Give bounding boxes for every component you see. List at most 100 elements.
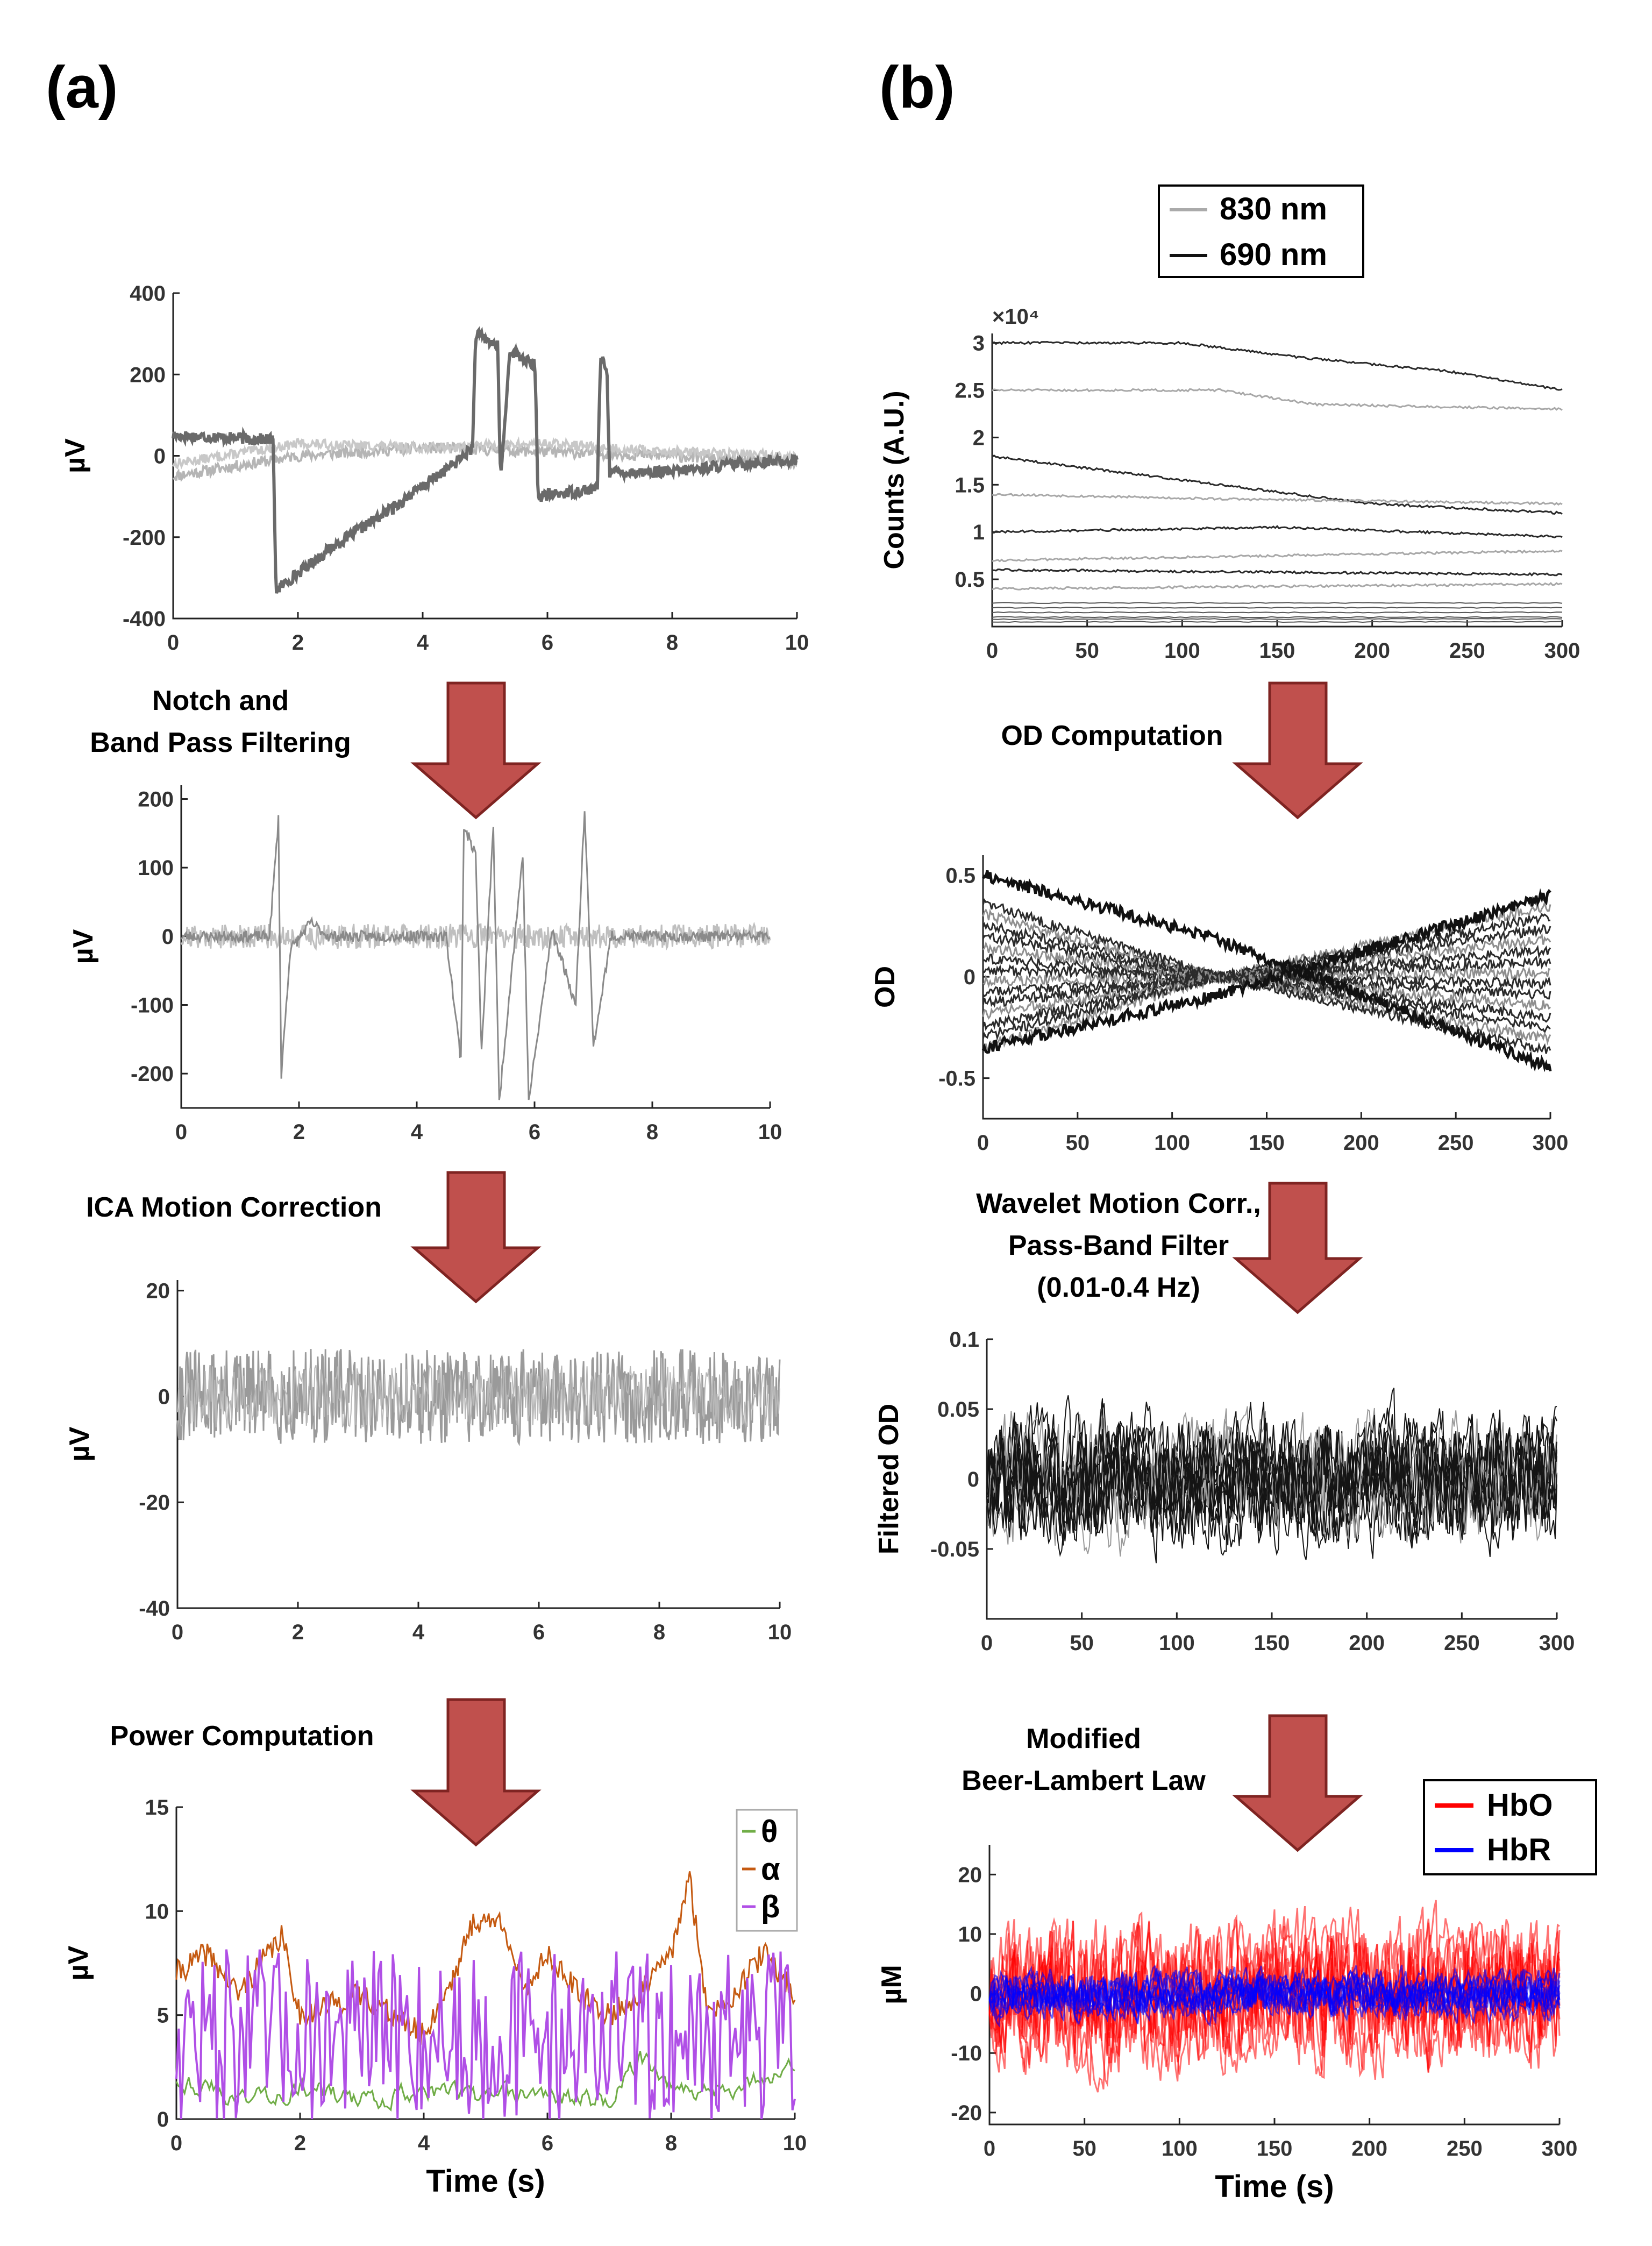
series-line xyxy=(982,898,1551,1054)
step-bandpass-label: Band Pass Filtering xyxy=(90,727,351,758)
y-tick-label: 5 xyxy=(157,2004,169,2028)
x-tick-label: 0 xyxy=(981,1631,993,1655)
arrow-nirs-od xyxy=(1232,681,1363,820)
step-od-label: OD Computation xyxy=(1001,720,1223,751)
x-tick-label: 300 xyxy=(1539,1631,1575,1655)
y-tick-label: 0 xyxy=(154,445,166,468)
series-line xyxy=(992,549,1563,563)
y-axis-label: µV xyxy=(63,1945,94,1980)
x-tick-label: 300 xyxy=(1544,639,1580,663)
series-line xyxy=(992,611,1563,614)
chart-eeg-ica: 0 2 4 6 8 10 -40 -20 0 20 µV xyxy=(64,1280,792,1644)
series-line xyxy=(992,621,1563,623)
arrows xyxy=(410,681,1363,1852)
legend-alpha: α xyxy=(761,1852,780,1887)
x-tick-label: 0 xyxy=(167,631,179,655)
series-line xyxy=(982,954,1551,1001)
y-tick-label: 3 xyxy=(973,332,985,356)
legend-power-bands: θ α β xyxy=(736,1809,798,1932)
x-tick-label: 150 xyxy=(1254,1631,1290,1655)
series-line xyxy=(981,888,1551,1054)
y-tick-label: 20 xyxy=(958,1863,982,1887)
y-tick-label: 0.05 xyxy=(937,1398,979,1421)
x-tick-label: 100 xyxy=(1164,639,1200,663)
series-line xyxy=(988,1916,1560,2073)
x-tick-label: 200 xyxy=(1349,1631,1385,1655)
panel-b-label: (b) xyxy=(879,54,955,120)
x-tick-label: 4 xyxy=(412,1620,425,1644)
y-tick-label: -200 xyxy=(131,1062,174,1086)
series-line xyxy=(982,955,1551,998)
legend-830nm: 830 nm xyxy=(1220,191,1327,226)
y-tick-label: -10 xyxy=(951,2042,982,2065)
x-tick-label: 250 xyxy=(1438,1131,1474,1155)
series-line xyxy=(992,581,1563,591)
y-tick-label: 10 xyxy=(145,1900,169,1923)
series-line xyxy=(180,811,771,1100)
legend-690nm: 690 nm xyxy=(1220,237,1327,272)
x-tick-label: 10 xyxy=(783,2131,807,2155)
y-tick-label: 0 xyxy=(970,1982,982,2006)
y-tick-label: 0.5 xyxy=(945,864,975,888)
y-axis-label: µV xyxy=(68,929,99,964)
x-tick-label: 200 xyxy=(1343,1131,1379,1155)
series-line xyxy=(982,870,1552,1072)
series-line xyxy=(986,1408,1557,1557)
axis-lines xyxy=(176,1280,780,1609)
arrow-eeg-ica xyxy=(410,1171,542,1304)
x-tick-label: 2 xyxy=(293,1120,305,1144)
x-tick-label: 4 xyxy=(417,631,429,655)
x-tick-label: 0 xyxy=(977,1131,989,1155)
x-tick-label: 8 xyxy=(653,1620,665,1644)
y-tick-label: 400 xyxy=(130,282,166,305)
legend-wavelength: 830 nm 690 nm xyxy=(1158,184,1364,278)
series-line xyxy=(982,966,1551,989)
y-multiplier-label: ×10⁴ xyxy=(992,305,1039,329)
x-tick-label: 250 xyxy=(1447,2137,1483,2160)
chart-eeg-power: 0 2 4 6 8 10 0 5 10 15 µV Time (s) xyxy=(63,1796,807,2199)
x-tick-label: 50 xyxy=(1072,2137,1096,2160)
step-wavelet-label: Wavelet Motion Corr., xyxy=(976,1188,1261,1219)
x-tick-label: 200 xyxy=(1351,2137,1387,2160)
step-passband-label: Pass-Band Filter xyxy=(1008,1230,1229,1261)
y-tick-label: -400 xyxy=(123,607,166,631)
y-axis-label: µV xyxy=(60,438,91,473)
x-tick-label: 0 xyxy=(984,2137,995,2160)
chart-nirs-od: 0 50 100 150 200 250 300 -0.5 0 0.5 OD xyxy=(870,855,1568,1155)
chart-eeg-filtered: 0 2 4 6 8 10 -200 -100 0 100 200 µV xyxy=(68,785,782,1144)
y-tick-label: 200 xyxy=(130,363,166,387)
x-tick-label: 0 xyxy=(172,1620,183,1644)
series-line xyxy=(992,454,1563,515)
series-line xyxy=(175,1949,796,2120)
arrow-nirs-filter xyxy=(1232,1182,1363,1314)
y-tick-label: 100 xyxy=(138,856,174,880)
x-tick-label: 4 xyxy=(411,1120,423,1144)
y-tick-label: -20 xyxy=(951,2101,982,2125)
legend-hbo: HbO xyxy=(1487,1788,1553,1823)
panel-a-label: (a) xyxy=(46,54,118,120)
chart-nirs-hb: 0 50 100 150 200 250 300 -20 -10 0 10 20 µM Time (s) xyxy=(876,1845,1577,2204)
arrow-nirs-hb xyxy=(1232,1714,1363,1852)
step-modified-label: Modified xyxy=(1026,1723,1141,1754)
legend-hbr: HbR xyxy=(1487,1832,1551,1867)
x-tick-label: 0 xyxy=(175,1120,187,1144)
x-tick-label: 8 xyxy=(646,1120,658,1144)
y-tick-label: -0.5 xyxy=(938,1067,975,1091)
x-axis-label: Time (s) xyxy=(426,2164,545,2199)
x-tick-label: 2 xyxy=(292,1620,304,1644)
x-tick-label: 10 xyxy=(785,631,809,655)
y-tick-label: 20 xyxy=(146,1280,170,1303)
y-tick-label: 200 xyxy=(138,788,174,812)
y-tick-label: 2 xyxy=(973,426,985,450)
x-tick-label: 10 xyxy=(758,1120,782,1144)
legend-hemoglobin: HbO HbR xyxy=(1423,1779,1597,1875)
series-line xyxy=(986,1405,1557,1541)
x-tick-label: 100 xyxy=(1162,2137,1198,2160)
legend-theta: θ xyxy=(761,1814,778,1849)
y-tick-label: -40 xyxy=(139,1597,170,1620)
x-tick-label: 8 xyxy=(665,2131,677,2155)
series-line xyxy=(982,964,1551,992)
y-tick-label: 15 xyxy=(145,1796,169,1819)
series-line xyxy=(175,1871,796,2045)
